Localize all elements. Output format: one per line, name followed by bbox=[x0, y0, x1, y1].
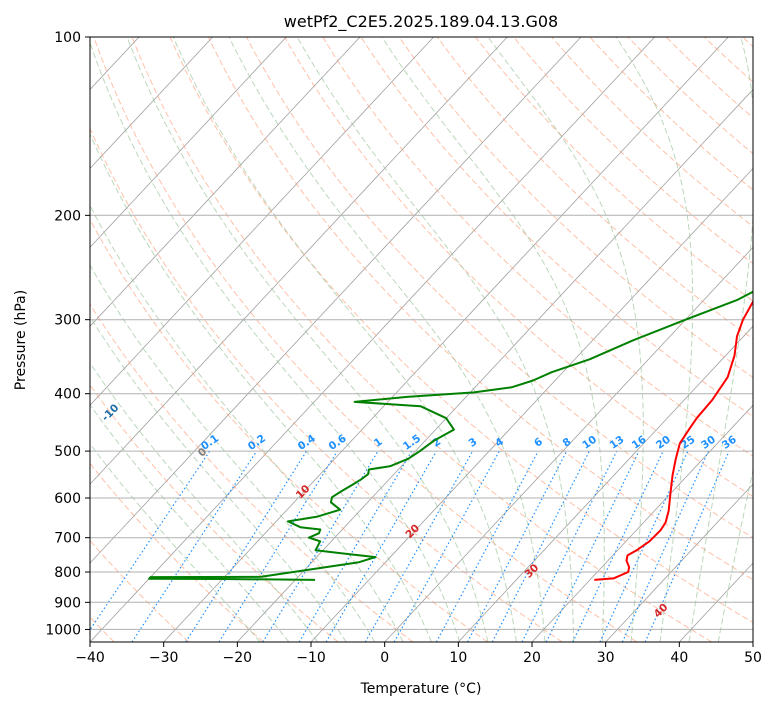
dry-adiabat-line bbox=[90, 218, 488, 642]
dry-adiabat-line bbox=[90, 303, 414, 642]
y-axis: 100 200 300 400 500 600 700 800 900 1000 bbox=[45, 30, 90, 638]
plot-background bbox=[90, 37, 753, 642]
mixing-ratio-line bbox=[185, 450, 308, 642]
plot-area: 0.10.20.40.611.52346810131620253036-100-… bbox=[0, 36, 754, 643]
x-tick-label: −30 bbox=[149, 650, 179, 666]
dry-adiabat-line bbox=[246, 37, 753, 539]
mixing-ratio-line bbox=[644, 450, 730, 642]
x-tick-label: 20 bbox=[523, 650, 541, 666]
moist-adiabat-line bbox=[90, 204, 404, 642]
y-tick-label: 800 bbox=[54, 565, 81, 581]
dry-adiabat-line bbox=[90, 462, 264, 642]
isotherm-line bbox=[237, 88, 753, 642]
moist-adiabat-line bbox=[90, 132, 432, 642]
moist-adiabat-line bbox=[90, 315, 347, 642]
mixing-ratio-line bbox=[599, 450, 689, 642]
x-tick-label: 40 bbox=[670, 650, 688, 666]
y-tick-label: 100 bbox=[54, 30, 81, 46]
moist-adiabat-line bbox=[381, 37, 605, 642]
dry-adiabat-line bbox=[398, 37, 753, 379]
isotherm-line bbox=[384, 246, 753, 642]
moist-adiabat-line bbox=[615, 37, 694, 642]
dry-adiabat-line bbox=[169, 37, 753, 624]
isotherm-line bbox=[531, 404, 753, 642]
y-tick-label: 200 bbox=[54, 208, 81, 224]
y-tick-label: 400 bbox=[54, 387, 81, 403]
moist-adiabat-line bbox=[90, 264, 376, 642]
dry-adiabat-line bbox=[360, 37, 753, 418]
mixing-ratio-line bbox=[262, 450, 379, 642]
mixing-ratio-line bbox=[435, 450, 539, 642]
x-tick-label: 10 bbox=[449, 650, 467, 666]
isotherm-line bbox=[90, 37, 655, 642]
moist-adiabat-line bbox=[228, 37, 546, 642]
y-axis-label: Pressure (hPa) bbox=[13, 290, 29, 390]
mixing-ratio-line bbox=[393, 450, 500, 642]
isotherm-line bbox=[90, 37, 582, 564]
isotherm-line bbox=[90, 37, 434, 406]
y-tick-label: 1000 bbox=[45, 622, 81, 638]
isotherm-line bbox=[605, 483, 753, 642]
isotherm-line bbox=[90, 37, 508, 485]
mixing-ratio-line bbox=[298, 450, 413, 642]
x-tick-label: −10 bbox=[296, 650, 326, 666]
moist-adiabat-line bbox=[688, 37, 753, 642]
moist-adiabat-line bbox=[172, 37, 517, 642]
isotherm-line bbox=[458, 325, 753, 642]
mixing-ratio-line bbox=[621, 450, 709, 642]
x-tick-label: −40 bbox=[75, 650, 105, 666]
isotherm-line bbox=[90, 37, 213, 170]
y-tick-label: 900 bbox=[54, 595, 81, 611]
dry-adiabat-line bbox=[322, 37, 753, 457]
isotherm-line bbox=[163, 37, 729, 642]
isotherm-line bbox=[90, 37, 361, 327]
x-axis-label: Temperature (°C) bbox=[360, 681, 482, 697]
dewpoint-line bbox=[148, 290, 753, 581]
temperature-line bbox=[594, 298, 753, 581]
mixing-ratio-line bbox=[218, 450, 338, 642]
dry-adiabat-line bbox=[207, 37, 753, 581]
moist-adiabat-line bbox=[296, 37, 575, 642]
moist-adiabat-line bbox=[90, 361, 319, 642]
x-tick-label: 0 bbox=[380, 650, 389, 666]
mixing-ratio-line bbox=[325, 450, 438, 642]
dry-adiabat-line bbox=[284, 37, 753, 498]
isotherm-line bbox=[752, 641, 753, 642]
y-tick-label: 300 bbox=[54, 313, 81, 329]
mixing-ratio-line bbox=[545, 450, 640, 642]
dry-adiabat-line bbox=[90, 127, 563, 642]
mixing-ratio-line bbox=[364, 450, 474, 642]
moist-adiabat-line bbox=[90, 41, 461, 642]
moist-adiabat-line bbox=[126, 37, 489, 642]
isotherm-line bbox=[90, 37, 287, 248]
x-tick-label: −20 bbox=[223, 650, 253, 666]
moist-adiabat-line bbox=[487, 37, 644, 642]
x-tick-label: 30 bbox=[597, 650, 615, 666]
plot-frame bbox=[89, 36, 754, 643]
moist-adiabat-line bbox=[717, 467, 753, 642]
y-tick-label: 500 bbox=[54, 444, 81, 460]
y-tick-label: 700 bbox=[54, 531, 81, 547]
chart-title: wetPf2_C2E5.2025.189.04.13.G08 bbox=[284, 12, 558, 32]
x-axis: −40 −30 −20 −10 0 10 20 30 40 50 bbox=[75, 642, 762, 666]
isotherm-line bbox=[0, 37, 65, 642]
y-tick-label: 600 bbox=[54, 491, 81, 507]
dry-adiabat-line bbox=[131, 37, 712, 642]
x-tick-label: 50 bbox=[744, 650, 762, 666]
